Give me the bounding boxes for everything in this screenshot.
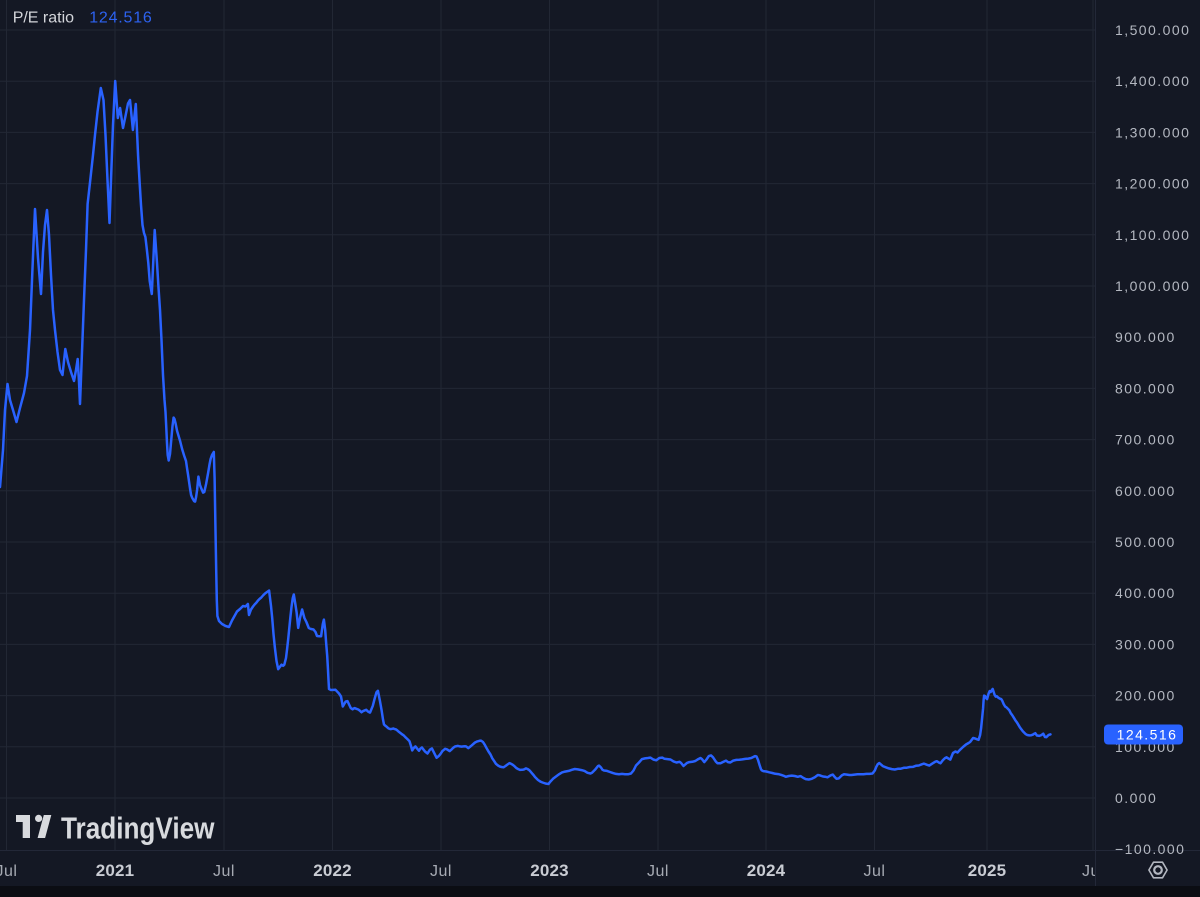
svg-text:2025: 2025 (968, 861, 1006, 880)
svg-text:500.000: 500.000 (1115, 534, 1176, 550)
svg-text:2024: 2024 (747, 861, 786, 880)
svg-text:1,500.000: 1,500.000 (1115, 22, 1190, 38)
svg-text:124.516: 124.516 (1117, 727, 1178, 743)
svg-text:Jul: Jul (430, 863, 452, 880)
svg-text:TradingView: TradingView (61, 811, 215, 846)
svg-text:1,400.000: 1,400.000 (1115, 73, 1190, 89)
svg-text:−100.000: −100.000 (1115, 841, 1185, 857)
svg-text:2021: 2021 (96, 861, 134, 880)
svg-text:2023: 2023 (530, 861, 568, 880)
svg-text:1,000.000: 1,000.000 (1115, 278, 1190, 294)
svg-text:P/E ratio: P/E ratio (13, 10, 74, 27)
svg-text:Jul: Jul (864, 863, 886, 880)
svg-text:124.516: 124.516 (89, 10, 152, 27)
svg-text:Jul: Jul (213, 863, 235, 880)
svg-text:Jul: Jul (1082, 863, 1104, 880)
svg-text:300.000: 300.000 (1115, 636, 1176, 652)
svg-text:800.000: 800.000 (1115, 380, 1176, 396)
svg-text:200.000: 200.000 (1115, 688, 1176, 704)
svg-text:900.000: 900.000 (1115, 329, 1176, 345)
svg-text:1,100.000: 1,100.000 (1115, 227, 1190, 243)
svg-text:400.000: 400.000 (1115, 585, 1176, 601)
svg-text:600.000: 600.000 (1115, 483, 1176, 499)
svg-text:Jul: Jul (647, 863, 669, 880)
svg-text:2022: 2022 (313, 861, 351, 880)
svg-text:0.000: 0.000 (1115, 790, 1157, 806)
svg-text:700.000: 700.000 (1115, 432, 1176, 448)
svg-text:Jul: Jul (0, 863, 17, 880)
svg-text:1,300.000: 1,300.000 (1115, 124, 1190, 140)
svg-text:1,200.000: 1,200.000 (1115, 176, 1190, 192)
